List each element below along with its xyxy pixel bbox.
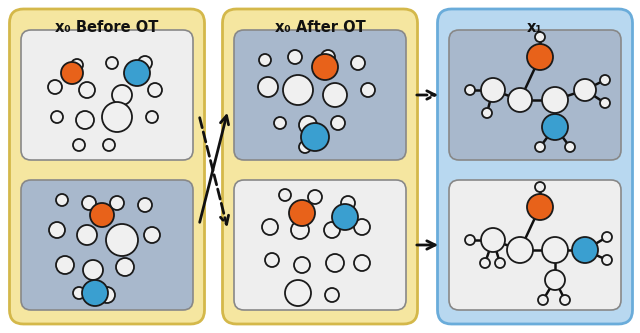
Circle shape xyxy=(102,102,132,132)
FancyBboxPatch shape xyxy=(449,180,621,310)
Circle shape xyxy=(495,258,505,268)
FancyBboxPatch shape xyxy=(223,9,417,324)
Circle shape xyxy=(542,114,568,140)
FancyBboxPatch shape xyxy=(10,9,205,324)
Circle shape xyxy=(527,194,553,220)
FancyBboxPatch shape xyxy=(438,9,632,324)
Circle shape xyxy=(481,228,505,252)
Circle shape xyxy=(482,108,492,118)
Circle shape xyxy=(124,60,150,86)
Circle shape xyxy=(258,77,278,97)
Circle shape xyxy=(82,280,108,306)
Circle shape xyxy=(148,83,162,97)
Circle shape xyxy=(538,295,548,305)
Circle shape xyxy=(56,194,68,206)
Circle shape xyxy=(321,50,335,64)
Circle shape xyxy=(138,56,152,70)
Circle shape xyxy=(301,123,329,151)
Circle shape xyxy=(308,190,322,204)
Circle shape xyxy=(299,116,317,134)
Circle shape xyxy=(279,189,291,201)
Circle shape xyxy=(73,139,85,151)
Text: x₀ Before OT: x₀ Before OT xyxy=(55,20,159,35)
Circle shape xyxy=(61,62,83,84)
Circle shape xyxy=(294,257,310,273)
Circle shape xyxy=(545,270,565,290)
Circle shape xyxy=(354,255,370,271)
Circle shape xyxy=(73,287,85,299)
Text: x₀ After OT: x₀ After OT xyxy=(275,20,365,35)
Circle shape xyxy=(289,200,315,226)
Circle shape xyxy=(71,59,83,71)
Circle shape xyxy=(332,204,358,230)
Circle shape xyxy=(354,219,370,235)
Circle shape xyxy=(535,142,545,152)
Circle shape xyxy=(361,83,375,97)
FancyBboxPatch shape xyxy=(21,180,193,310)
FancyBboxPatch shape xyxy=(21,30,193,160)
Circle shape xyxy=(83,260,103,280)
Circle shape xyxy=(106,224,138,256)
Circle shape xyxy=(103,139,115,151)
Circle shape xyxy=(138,198,152,212)
Circle shape xyxy=(602,255,612,265)
Circle shape xyxy=(110,196,124,210)
Circle shape xyxy=(600,75,610,85)
Circle shape xyxy=(56,256,74,274)
Circle shape xyxy=(285,280,311,306)
Circle shape xyxy=(574,79,596,101)
Circle shape xyxy=(265,253,279,267)
Circle shape xyxy=(146,111,158,123)
Text: x₁: x₁ xyxy=(527,20,543,35)
Circle shape xyxy=(465,235,475,245)
Circle shape xyxy=(106,57,118,69)
Circle shape xyxy=(116,258,134,276)
FancyBboxPatch shape xyxy=(449,30,621,160)
Circle shape xyxy=(299,141,311,153)
Circle shape xyxy=(560,295,570,305)
Circle shape xyxy=(341,196,355,210)
Circle shape xyxy=(572,237,598,263)
Circle shape xyxy=(324,222,340,238)
Circle shape xyxy=(90,203,114,227)
Circle shape xyxy=(76,111,94,129)
Circle shape xyxy=(600,98,610,108)
Circle shape xyxy=(99,287,115,303)
Circle shape xyxy=(508,88,532,112)
Circle shape xyxy=(535,182,545,192)
Circle shape xyxy=(112,85,132,105)
Circle shape xyxy=(288,50,302,64)
Circle shape xyxy=(51,111,63,123)
Circle shape xyxy=(535,32,545,42)
FancyBboxPatch shape xyxy=(234,180,406,310)
Circle shape xyxy=(48,80,62,94)
Circle shape xyxy=(274,117,286,129)
Circle shape xyxy=(77,225,97,245)
FancyBboxPatch shape xyxy=(234,30,406,160)
Circle shape xyxy=(49,222,65,238)
Circle shape xyxy=(144,227,160,243)
Circle shape xyxy=(527,44,553,70)
Circle shape xyxy=(481,78,505,102)
Circle shape xyxy=(331,116,345,130)
Circle shape xyxy=(542,237,568,263)
Circle shape xyxy=(326,254,344,272)
Circle shape xyxy=(351,56,365,70)
Circle shape xyxy=(291,221,309,239)
Circle shape xyxy=(542,87,568,113)
Circle shape xyxy=(323,83,347,107)
Circle shape xyxy=(565,142,575,152)
Circle shape xyxy=(79,82,95,98)
Circle shape xyxy=(262,219,278,235)
Circle shape xyxy=(312,54,338,80)
Circle shape xyxy=(480,258,490,268)
Circle shape xyxy=(283,75,313,105)
Circle shape xyxy=(325,288,339,302)
Circle shape xyxy=(507,237,533,263)
Circle shape xyxy=(465,85,475,95)
Circle shape xyxy=(82,196,96,210)
Circle shape xyxy=(259,54,271,66)
Circle shape xyxy=(602,232,612,242)
